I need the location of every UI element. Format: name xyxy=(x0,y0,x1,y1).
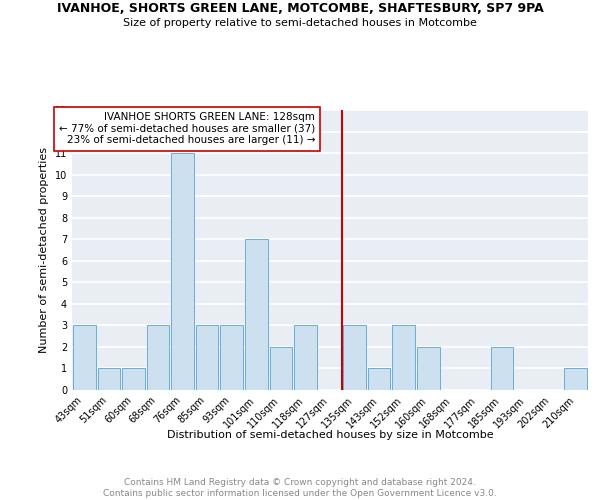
Bar xyxy=(392,326,415,390)
Bar xyxy=(294,326,317,390)
Bar xyxy=(565,368,587,390)
Bar xyxy=(171,153,194,390)
Bar xyxy=(122,368,145,390)
Text: Distribution of semi-detached houses by size in Motcombe: Distribution of semi-detached houses by … xyxy=(167,430,493,440)
Bar xyxy=(245,239,268,390)
Bar xyxy=(491,347,514,390)
Bar xyxy=(146,326,169,390)
Bar xyxy=(343,326,366,390)
Bar xyxy=(196,326,218,390)
Bar xyxy=(98,368,120,390)
Text: IVANHOE, SHORTS GREEN LANE, MOTCOMBE, SHAFTESBURY, SP7 9PA: IVANHOE, SHORTS GREEN LANE, MOTCOMBE, SH… xyxy=(56,2,544,16)
Text: Contains HM Land Registry data © Crown copyright and database right 2024.
Contai: Contains HM Land Registry data © Crown c… xyxy=(103,478,497,498)
Bar xyxy=(220,326,243,390)
Text: Size of property relative to semi-detached houses in Motcombe: Size of property relative to semi-detach… xyxy=(123,18,477,28)
Bar xyxy=(73,326,95,390)
Y-axis label: Number of semi-detached properties: Number of semi-detached properties xyxy=(39,147,49,353)
Text: IVANHOE SHORTS GREEN LANE: 128sqm
← 77% of semi-detached houses are smaller (37): IVANHOE SHORTS GREEN LANE: 128sqm ← 77% … xyxy=(59,112,315,146)
Bar xyxy=(269,347,292,390)
Bar xyxy=(417,347,440,390)
Bar xyxy=(368,368,391,390)
